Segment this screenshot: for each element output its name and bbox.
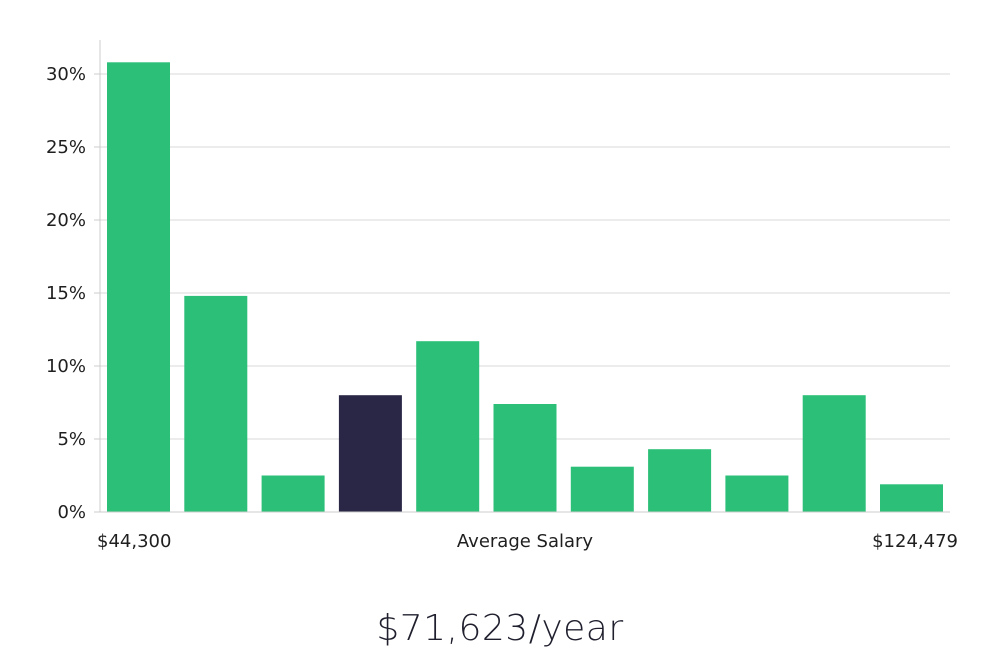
bar-5 bbox=[416, 341, 480, 512]
x-max-label: $124,479 bbox=[872, 531, 958, 552]
y-tick-label-10: 10% bbox=[46, 356, 86, 377]
y-tick-label-25: 25% bbox=[46, 137, 86, 158]
bar-9 bbox=[725, 475, 789, 512]
y-tick-label-5: 5% bbox=[57, 429, 86, 450]
bar-8 bbox=[648, 449, 712, 512]
average-salary-value: $71,623/year bbox=[376, 608, 624, 649]
x-axis-title: Average Salary bbox=[457, 531, 594, 552]
y-tick-label-0: 0% bbox=[57, 502, 86, 523]
y-tick-label-20: 20% bbox=[46, 210, 86, 231]
bar-7 bbox=[570, 466, 634, 512]
y-tick-labels: 0% 5% 10% 15% 20% 25% 30% bbox=[46, 64, 100, 523]
salary-histogram: 0% 5% 10% 15% 20% 25% 30% $44,300 Average Sala… bbox=[46, 40, 958, 552]
bar-10 bbox=[802, 395, 866, 512]
bar-highlighted bbox=[338, 395, 402, 512]
bar-3 bbox=[261, 475, 325, 512]
y-tick-label-30: 30% bbox=[46, 64, 86, 85]
y-tick-label-15: 15% bbox=[46, 283, 86, 304]
bar-2 bbox=[184, 295, 248, 512]
bar-1 bbox=[107, 62, 170, 513]
axes bbox=[99, 40, 950, 513]
x-min-label: $44,300 bbox=[97, 531, 171, 552]
bar-6 bbox=[493, 404, 557, 512]
bar-11 bbox=[880, 484, 943, 512]
bars bbox=[107, 62, 943, 513]
